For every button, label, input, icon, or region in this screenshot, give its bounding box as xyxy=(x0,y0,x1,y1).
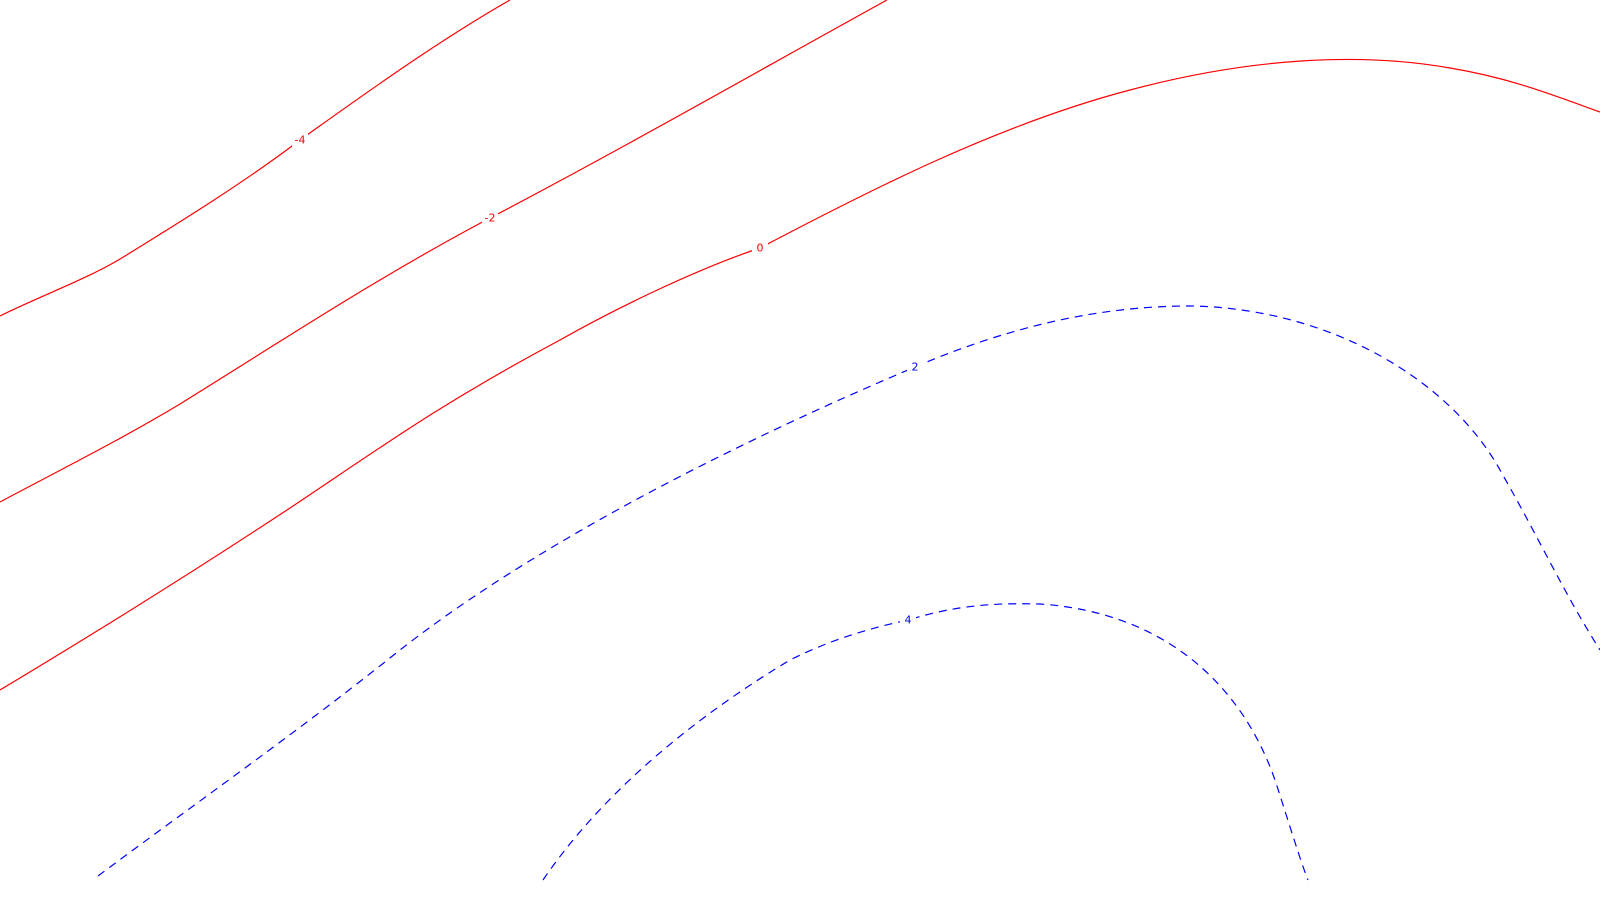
contour-line-level-neg4 xyxy=(0,0,511,317)
contour-label-background xyxy=(292,133,308,147)
contour-label-level-2: 2 xyxy=(912,361,919,374)
contour-label-level-neg2: -2 xyxy=(485,212,496,225)
contour-label-level-4: 4 xyxy=(905,614,912,627)
contour-label-background xyxy=(482,211,498,225)
contour-label-level-0: 0 xyxy=(757,242,764,255)
contour-label-background xyxy=(907,360,923,374)
contour-line-level-2 xyxy=(97,305,1600,877)
contour-labels: -4 -2 0 2 4 xyxy=(292,133,923,627)
contour-line-level-neg2 xyxy=(0,0,888,503)
contour-line-level-4 xyxy=(542,603,1309,881)
contour-label-background xyxy=(752,241,768,255)
contour-label-level-neg4: -4 xyxy=(295,134,306,147)
contour-label-background xyxy=(900,613,916,627)
